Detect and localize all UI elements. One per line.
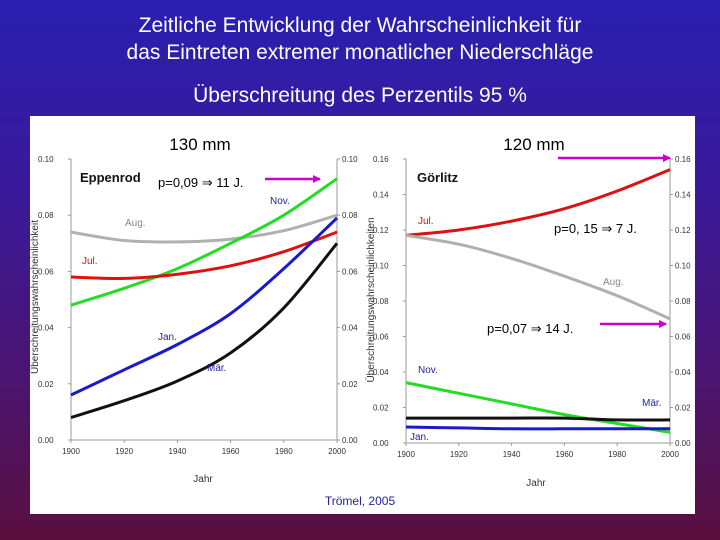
chart1-ytick-label-left: 0.04 [373,368,389,377]
chart0-series-label-jul: Jul. [82,256,98,267]
left-threshold: 130 mm [169,135,230,154]
chart1-xtick-label: 1960 [556,450,574,459]
chart1-xtick-label: 1940 [503,450,521,459]
chart1-ytick-label-right: 0.14 [675,191,691,200]
chart1-series-line-aug [405,233,671,321]
chart0-series-line-jan [70,216,339,397]
slide-title-line1: Zeitliche Entwicklung der Wahrscheinlich… [138,14,582,37]
chart1-xtick-label: 1980 [608,450,626,459]
chart1-ytick-label-left: 0.16 [373,155,389,164]
chart0-series-line-aug [70,213,338,244]
chart1-ytick-label-right: 0.16 [675,155,691,164]
chart0-ytick-label-right: 0.08 [342,211,358,220]
chart0-series-line-nov [70,177,338,307]
chart1-series-line-jul [405,168,671,237]
chart0-xtick-label: 1920 [115,447,133,456]
chart1-ytick-label-right: 0.00 [675,439,691,448]
chart-panel: 130 mm Eppenrod Überschreitungswahrschei… [30,116,695,514]
left-ylabel: Überschreitungswahrscheinlichkeit [30,220,41,374]
left-annotation: p=0,09 ⇒ 11 J. [158,175,243,190]
right-threshold: 120 mm [503,135,564,154]
chart0-ytick-label-left: 0.00 [38,436,54,445]
chart1-ytick-label-left: 0.02 [373,404,389,413]
right-station: Görlitz [417,170,459,185]
chart0-series-label-jan: Jan. [158,332,177,343]
chart1-ytick-label-right: 0.06 [675,333,691,342]
chart0-ytick-label-left: 0.02 [38,380,54,389]
chart1-series-line-mr [405,416,671,422]
chart0-ytick-label-left: 0.04 [38,324,54,333]
chart1-series-label-nov: Nov. [418,365,438,376]
chart1-series-line-jan [405,425,670,431]
chart0-series-line-mr [70,242,339,419]
chart1-ytick-label-left: 0.06 [373,333,389,342]
chart1-ytick-label-left: 0.08 [373,297,389,306]
chart0-ytick-label-right: 0.02 [342,380,358,389]
chart1-ytick-label-left: 0.14 [373,191,389,200]
chart1-ytick-label-left: 0.12 [373,226,389,235]
chart1-series-label-aug: Aug. [603,277,624,288]
chart1-series-label-jul: Jul. [418,216,434,227]
chart0-ytick-label-left: 0.08 [38,211,54,220]
chart0-ytick-label-right: 0.04 [342,324,358,333]
chart1-series-label-mr: Mär. [642,398,661,409]
right-annotation-top: p=0, 15 ⇒ 7 J. [554,221,637,236]
chart0-ytick-label-right: 0.10 [342,155,358,164]
chart0-xtick-label: 1980 [275,447,293,456]
chart1-ytick-label-right: 0.08 [675,297,691,306]
right-ylabel: Überschreitungswahrscheinlichkeiten [365,217,377,382]
chart0-ytick-label-right: 0.06 [342,267,358,276]
chart0-ytick-label-right: 0.00 [342,436,358,445]
slide-title-line2: das Eintreten extremer monatlicher Niede… [126,41,594,64]
chart1-xtick-label: 1920 [450,450,468,459]
left-xlabel: Jahr [193,474,213,485]
chart1-ytick-label-right: 0.04 [675,368,691,377]
chart1-ytick-label-right: 0.12 [675,226,691,235]
slide-subtitle: Überschreitung des Perzentils 95 % [193,84,527,107]
chart0-ytick-label-left: 0.06 [38,267,54,276]
chart0-xtick-label: 2000 [328,447,346,456]
chart1-ytick-label-right: 0.02 [675,404,691,413]
chart1-xtick-label: 2000 [661,450,679,459]
chart0-series-label-nov: Nov. [270,196,290,207]
left-station: Eppenrod [80,170,141,185]
chart1-xtick-label: 1900 [397,450,415,459]
right-xlabel: Jahr [526,478,546,489]
chart0-xtick-label: 1960 [222,447,240,456]
charts-svg: 130 mm Eppenrod Überschreitungswahrschei… [30,135,691,489]
chart0-ytick-label-left: 0.10 [38,155,54,164]
slide-title: Zeitliche Entwicklung der Wahrscheinlich… [0,12,720,66]
chart0-xtick-label: 1900 [62,447,80,456]
right-annotation-bottom: p=0,07 ⇒ 14 J. [487,321,573,336]
chart0-series-label-mr: Mär. [207,363,226,374]
chart0-series-line-jul [70,230,338,280]
chart1-series-line-nov [405,381,671,434]
chart1-series-label-jan: Jan. [410,432,429,443]
chart1-ytick-label-right: 0.10 [675,262,691,271]
chart0-xtick-label: 1940 [169,447,187,456]
chart0-series-label-aug: Aug. [125,218,146,229]
chart1-ytick-label-left: 0.10 [373,262,389,271]
source-credit: Trömel, 2005 [324,494,396,508]
chart1-ytick-label-left: 0.00 [373,439,389,448]
